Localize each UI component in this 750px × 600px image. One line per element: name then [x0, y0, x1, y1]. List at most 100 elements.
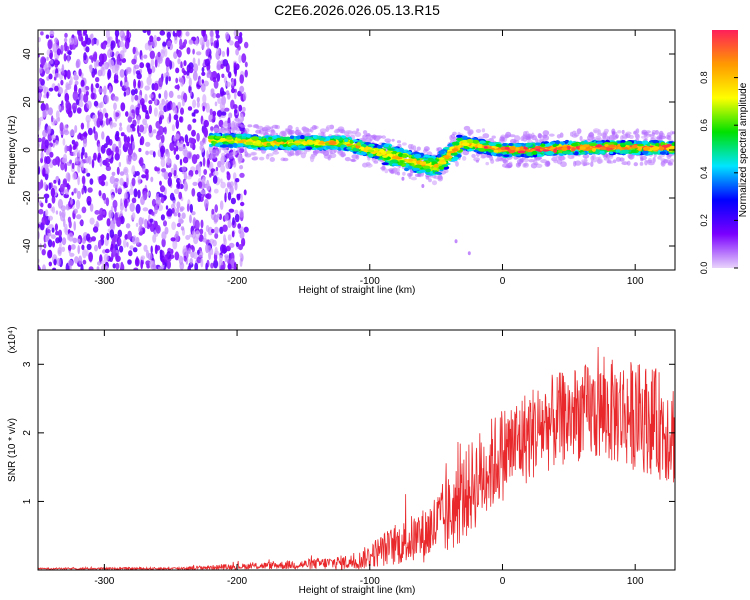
noise-mark	[90, 83, 94, 93]
noise-mark	[55, 175, 60, 182]
signal-halo-mark	[595, 156, 600, 161]
noise-mark	[138, 94, 142, 100]
noise-mark	[192, 71, 198, 81]
signal-mark	[514, 143, 522, 147]
noise-mark	[33, 57, 36, 66]
noise-mark	[145, 150, 150, 156]
signal-halo-mark	[644, 159, 648, 166]
signal-mark	[434, 171, 441, 175]
noise-mark	[79, 101, 84, 108]
signal-mark	[315, 139, 320, 143]
signal-halo-mark	[366, 135, 372, 140]
noise-mark	[235, 48, 240, 56]
noise-mark	[112, 263, 116, 269]
signal-mark	[509, 149, 515, 154]
noise-mark	[31, 181, 35, 188]
noise-mark	[63, 129, 70, 136]
noise-mark	[236, 194, 241, 201]
noise-mark	[123, 168, 128, 174]
signal-mark	[408, 159, 414, 162]
signal-halo-mark	[388, 168, 395, 172]
noise-mark	[216, 213, 220, 218]
noise-mark	[146, 30, 151, 36]
signal-halo-mark	[576, 128, 582, 135]
signal-mark	[574, 151, 579, 156]
signal-halo-mark	[542, 130, 550, 136]
noise-mark	[85, 249, 89, 257]
noise-mark	[102, 210, 106, 215]
noise-mark	[55, 210, 59, 215]
noise-mark	[211, 228, 215, 234]
noise-mark	[42, 110, 46, 116]
noise-mark	[105, 162, 110, 168]
noise-mark	[149, 50, 155, 60]
noise-mark	[96, 39, 99, 46]
noise-mark	[214, 101, 218, 107]
signal-halo-mark	[416, 146, 421, 151]
signal-mark	[508, 143, 514, 146]
noise-mark	[131, 165, 136, 176]
spectrogram-x-tick-label: -100	[360, 276, 380, 287]
noise-mark	[175, 230, 179, 237]
snr-x-tick-label: -100	[360, 576, 380, 587]
noise-mark	[59, 122, 64, 132]
noise-mark	[199, 78, 202, 86]
noise-mark	[222, 59, 229, 67]
noise-mark	[131, 177, 136, 187]
noise-mark	[234, 213, 240, 223]
noise-mark	[32, 215, 35, 222]
noise-mark	[172, 239, 178, 250]
noise-mark	[234, 108, 238, 114]
signal-mark	[466, 148, 474, 152]
noise-mark	[81, 40, 87, 47]
noise-mark	[222, 224, 228, 232]
signal-halo-mark	[635, 133, 640, 140]
noise-mark	[94, 59, 98, 70]
noise-mark	[77, 244, 80, 255]
noise-mark	[62, 138, 66, 146]
signal-mark	[407, 165, 413, 170]
signal-mark	[219, 144, 228, 148]
signal-halo-mark	[463, 125, 471, 131]
noise-mark	[155, 133, 162, 141]
signal-mark	[395, 149, 400, 153]
noise-mark	[209, 173, 212, 178]
noise-mark	[88, 155, 92, 165]
noise-mark	[214, 232, 219, 239]
signal-mark	[553, 148, 558, 153]
noise-mark	[141, 174, 147, 179]
noise-mark	[164, 254, 169, 263]
signal-mark	[617, 140, 622, 144]
noise-mark	[215, 93, 221, 99]
snr-y-tick-label: 1	[22, 498, 33, 504]
signal-halo-mark	[264, 125, 271, 130]
signal-mark	[226, 136, 233, 140]
signal-mark	[540, 143, 546, 147]
signal-halo-mark	[310, 156, 315, 163]
signal-mark	[620, 150, 626, 154]
noise-mark	[86, 100, 92, 110]
noise-mark	[38, 85, 44, 90]
signal-halo-mark	[443, 169, 449, 174]
noise-mark	[242, 91, 247, 102]
noise-mark	[174, 251, 180, 261]
noise-mark	[177, 94, 182, 99]
signal-mark	[478, 148, 486, 152]
noise-mark	[158, 266, 161, 270]
snr-y-axis-label: SNR (10 * v/v)	[7, 418, 18, 482]
noise-mark	[84, 152, 88, 159]
noise-mark	[39, 243, 42, 251]
noise-mark	[127, 230, 132, 240]
noise-mark	[197, 58, 201, 67]
signal-halo-mark	[397, 143, 402, 148]
spectrogram-x-ticks: -300 -200 -100 0 100	[94, 30, 644, 287]
noise-mark	[74, 80, 79, 86]
signal-halo-mark	[514, 135, 521, 142]
signal-mark	[596, 141, 603, 144]
noise-mark	[129, 245, 134, 250]
noise-mark	[160, 214, 165, 221]
signal-mark	[413, 153, 422, 158]
noise-mark	[162, 41, 167, 47]
spectrogram-marks	[31, 30, 675, 270]
noise-mark	[140, 259, 144, 270]
